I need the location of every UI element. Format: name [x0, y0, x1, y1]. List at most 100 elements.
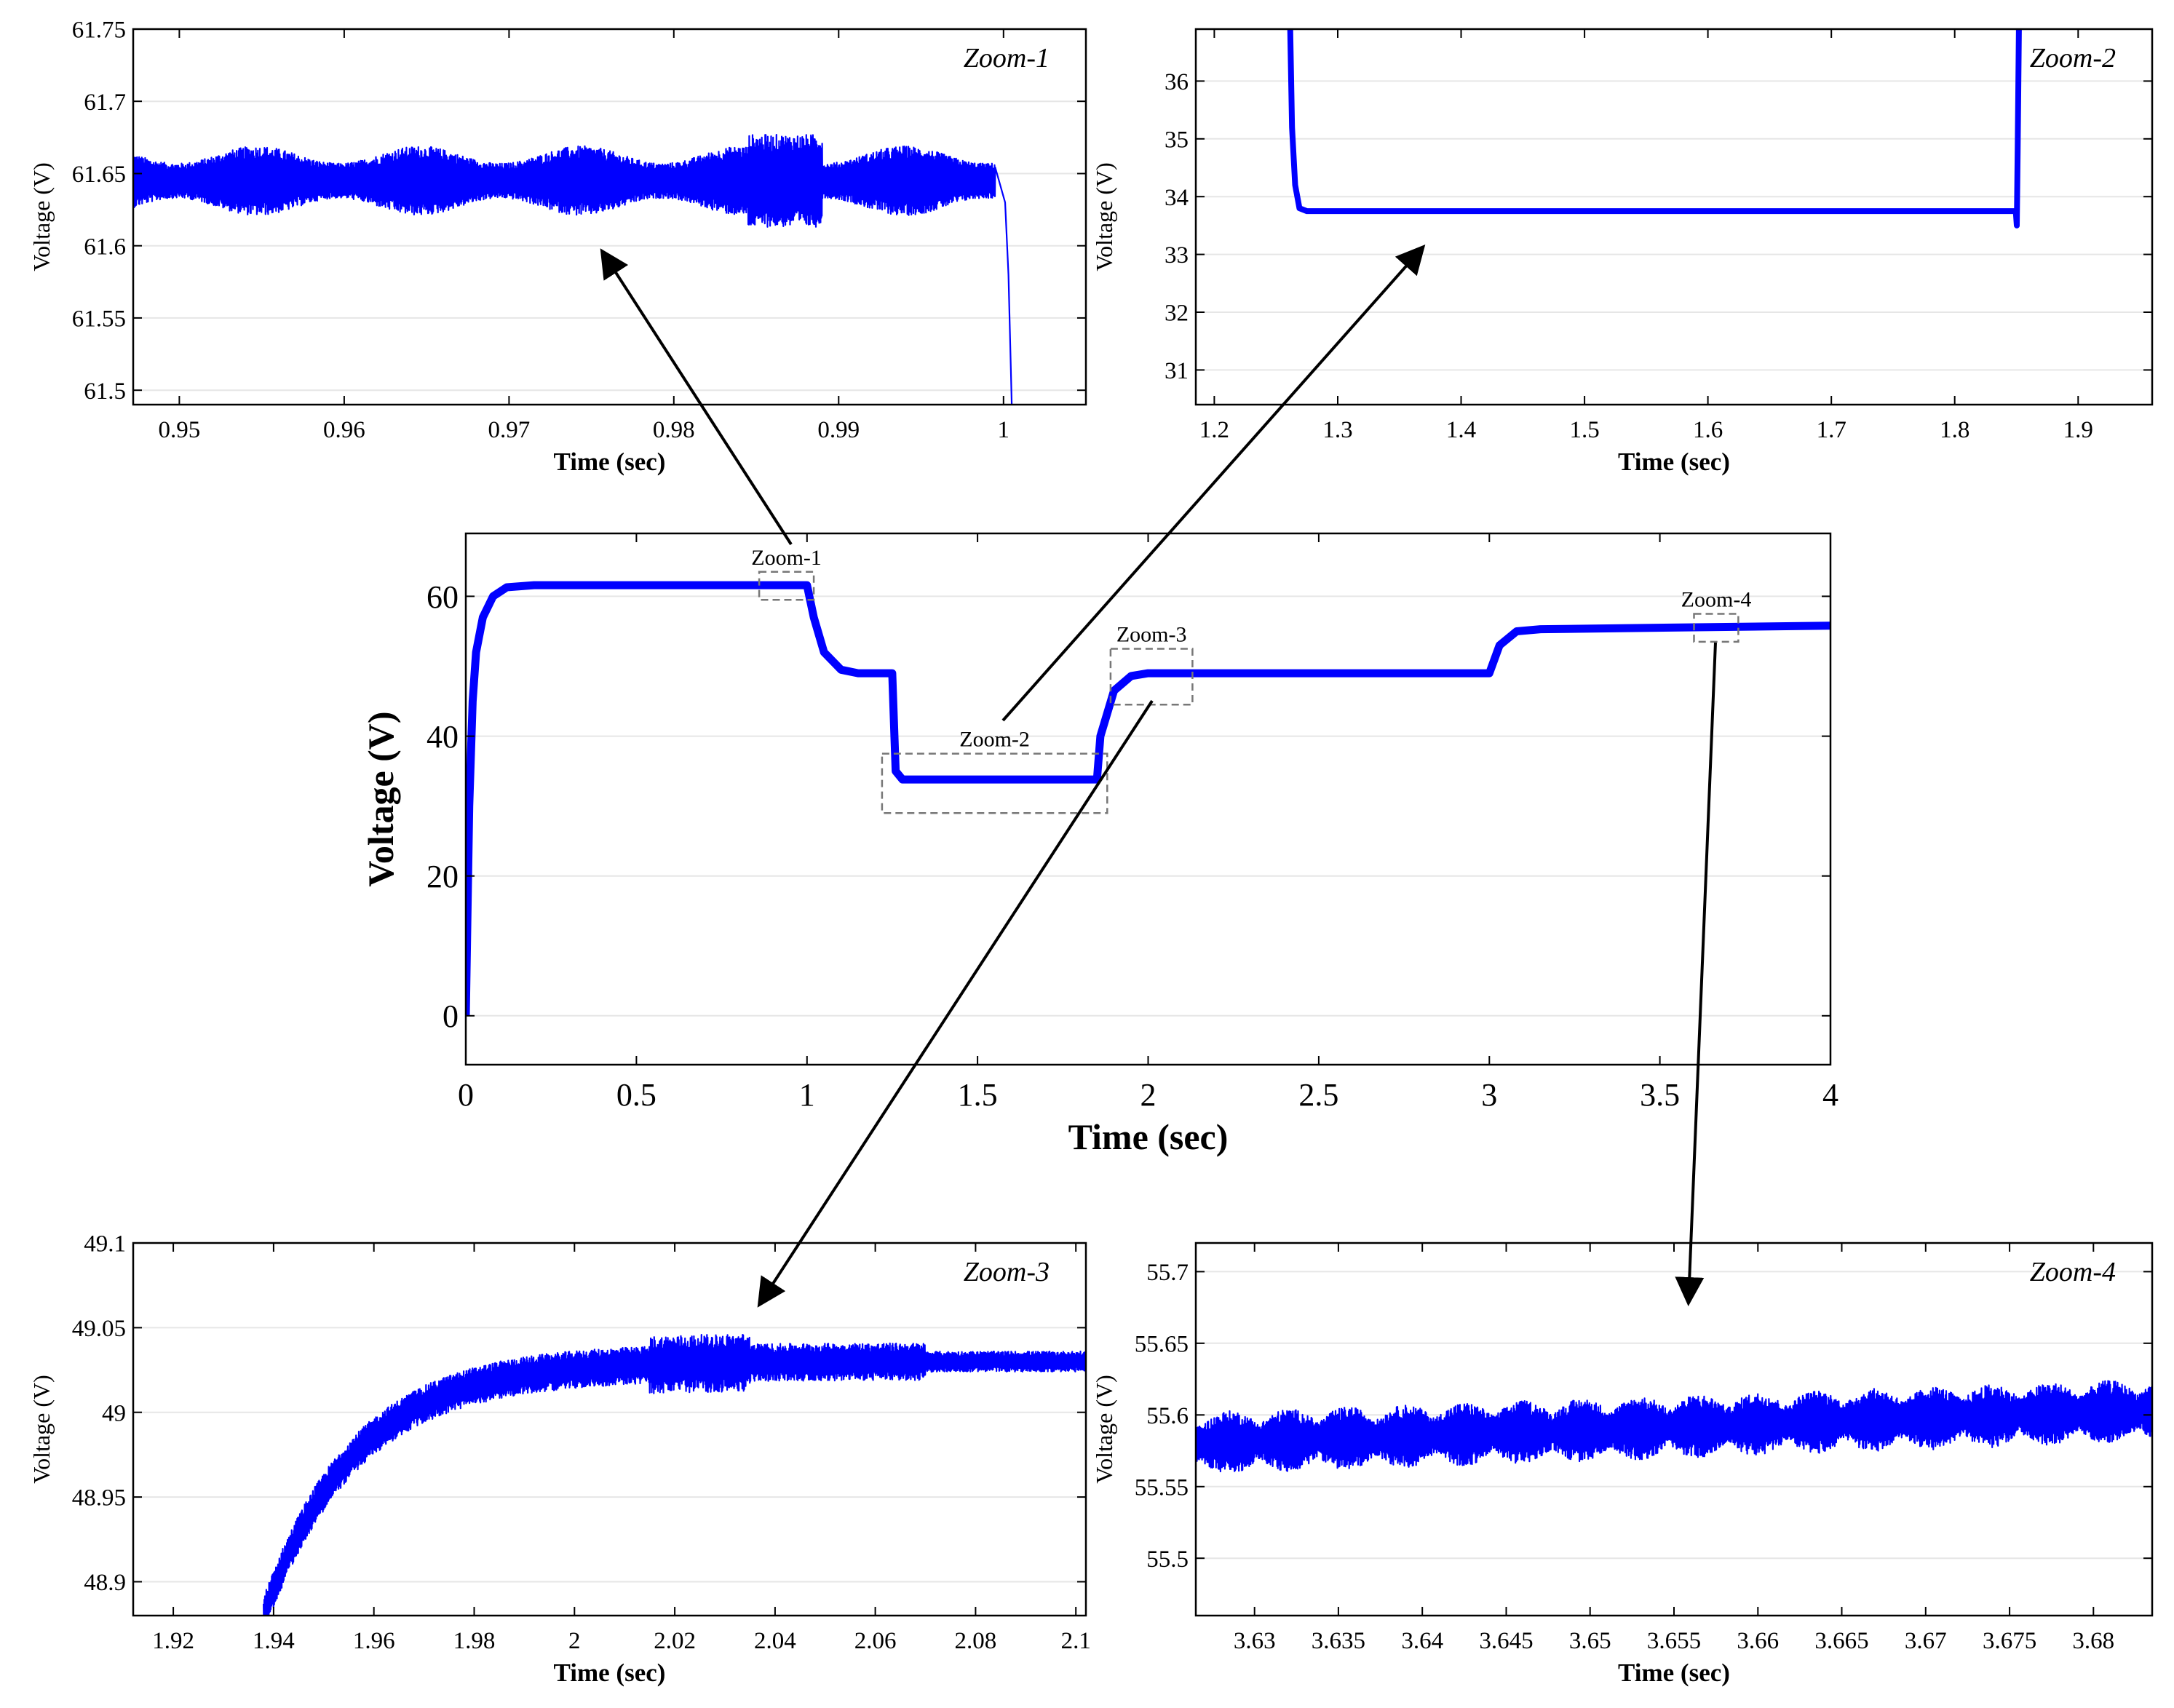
y-tick-label: 55.6 [1146, 1403, 1189, 1429]
x-tick-label: 3.63 [1234, 1628, 1276, 1654]
y-tick-label: 61.65 [72, 162, 126, 188]
y-axis-label: Voltage (V) [1091, 162, 1117, 271]
x-axis-label: Time (sec) [554, 1659, 666, 1687]
x-tick-label: 1.9 [2063, 417, 2093, 443]
y-tick-label: 48.9 [84, 1570, 126, 1596]
x-axis-label: Time (sec) [1068, 1116, 1229, 1157]
x-tick-label: 1 [799, 1077, 815, 1113]
zoom-annotation: Zoom-1 [964, 43, 1050, 74]
x-tick-label: 3.635 [1312, 1628, 1365, 1654]
x-tick-label: 1.98 [453, 1628, 496, 1654]
y-tick-label: 55.7 [1146, 1260, 1189, 1286]
arrow-zoom-1 [600, 248, 793, 546]
zoom-box-label: Zoom-1 [751, 546, 822, 570]
x-tick-label: 1.6 [1693, 417, 1723, 443]
x-tick-label: 2.02 [654, 1628, 696, 1654]
x-axis-label: Time (sec) [554, 448, 666, 476]
y-tick-label: 34 [1165, 185, 1189, 211]
x-tick-label: 3.67 [1905, 1628, 1947, 1654]
plot-frame [464, 532, 1832, 1066]
x-tick-label: 3.66 [1737, 1628, 1779, 1654]
x-tick-label: 2 [1140, 1077, 1157, 1113]
plot-frame [132, 1242, 1087, 1617]
chart-zoom3: 1.92 1.94 1.96 1.98 2 2.02 2.04 2.06 2.08 2.1 48.9… [28, 1231, 1091, 1687]
series-line [1287, 29, 2022, 229]
y-tick-label: 61.5 [84, 378, 126, 405]
y-tick-label: 60 [427, 579, 459, 615]
x-tick-label: 2.08 [955, 1628, 997, 1654]
series-line [466, 581, 1830, 1016]
x-tick-label: 2.06 [854, 1628, 897, 1654]
zoom-box-label: Zoom-3 [1116, 623, 1187, 647]
arrow-zoom-4 [1675, 642, 1717, 1306]
zoom-box-2 [881, 752, 1108, 814]
x-tick-label: 2.1 [1061, 1628, 1091, 1654]
arrow-zoom-3 [757, 699, 1154, 1308]
x-tick-label: 3.65 [1569, 1628, 1611, 1654]
x-tick-label: 2.5 [1298, 1077, 1338, 1113]
x-tick-label: 2 [568, 1628, 581, 1654]
x-tick-label: 3 [1481, 1077, 1497, 1113]
x-tick-label: 3.64 [1401, 1628, 1443, 1654]
y-tick-label: 55.65 [1135, 1331, 1189, 1357]
x-tick-label: 3.675 [1983, 1628, 2036, 1654]
x-tick-label: 1 [998, 417, 1010, 443]
x-tick-label: 0.98 [653, 417, 695, 443]
y-tick-label: 55.55 [1135, 1474, 1189, 1501]
y-tick-label: 61.55 [72, 306, 126, 332]
x-tick-label: 0.5 [616, 1077, 656, 1113]
y-tick-label: 33 [1165, 242, 1189, 269]
zoom-box-1 [758, 571, 815, 601]
x-tick-label: 1.4 [1446, 417, 1476, 443]
arrow-zoom-2 [1001, 245, 1426, 722]
y-axis-label: Voltage (V) [1091, 1375, 1117, 1484]
y-tick-label: 61.6 [84, 234, 126, 260]
x-tick-label: 0.97 [488, 417, 531, 443]
zoom-annotation: Zoom-2 [2030, 43, 2116, 74]
x-tick-label: 2.04 [754, 1628, 796, 1654]
y-tick-label: 55.5 [1146, 1546, 1189, 1573]
chart-zoom2: 1.2 1.3 1.4 1.5 1.6 1.7 1.8 1.9 31 32 33 34 35 36 Time… [1091, 28, 2154, 476]
x-axis-label: Time (sec) [1618, 448, 1730, 476]
series-line [263, 1334, 1086, 1616]
x-tick-label: 0.95 [159, 417, 201, 443]
x-tick-label: 0.99 [817, 417, 860, 443]
plot-frame [1194, 28, 2154, 406]
series-line [133, 134, 1013, 405]
x-tick-label: 4 [1822, 1077, 1838, 1113]
y-tick-label: 49 [102, 1400, 126, 1426]
y-tick-label: 48.95 [72, 1485, 126, 1512]
y-tick-label: 0 [443, 998, 459, 1034]
y-tick-label: 20 [427, 859, 459, 894]
zoom-box-3 [1109, 648, 1194, 706]
x-tick-label: 1.92 [152, 1628, 194, 1654]
zoom-box-4 [1693, 613, 1739, 643]
y-tick-label: 35 [1165, 127, 1189, 153]
y-tick-label: 36 [1165, 69, 1189, 95]
series-line [1196, 1380, 2152, 1473]
x-tick-label: 3.665 [1814, 1628, 1868, 1654]
y-tick-label: 49.05 [72, 1316, 126, 1342]
zoom-connector-arrows [600, 245, 1717, 1308]
x-tick-label: 3.68 [2072, 1628, 2114, 1654]
y-axis-label: Voltage (V) [360, 711, 401, 886]
x-tick-label: 1.2 [1199, 417, 1229, 443]
zoom-box-label: Zoom-4 [1681, 588, 1752, 612]
chart-zoom4: 3.63 3.635 3.64 3.645 3.65 3.655 3.66 3.665 3.67… [1091, 1242, 2154, 1687]
y-tick-label: 31 [1165, 358, 1189, 384]
x-tick-label: 1.8 [1940, 417, 1969, 443]
x-tick-label: 1.94 [253, 1628, 295, 1654]
x-tick-label: 1.96 [353, 1628, 395, 1654]
x-tick-label: 3.5 [1640, 1077, 1680, 1113]
x-tick-label: 1.5 [958, 1077, 998, 1113]
zoom-box-label: Zoom-2 [959, 728, 1030, 752]
y-axis-label: Voltage (V) [28, 1375, 55, 1484]
y-tick-label: 61.7 [84, 90, 126, 116]
x-tick-label: 1.7 [1817, 417, 1846, 443]
zoom-annotation: Zoom-4 [2030, 1257, 2116, 1287]
chart-zoom1: 0.95 0.96 0.97 0.98 0.99 1 61.5 61.55 61.6 61.65 6… [28, 17, 1087, 476]
x-tick-label: 1.3 [1322, 417, 1352, 443]
x-tick-label: 3.645 [1479, 1628, 1533, 1654]
plot-frame [132, 28, 1087, 406]
